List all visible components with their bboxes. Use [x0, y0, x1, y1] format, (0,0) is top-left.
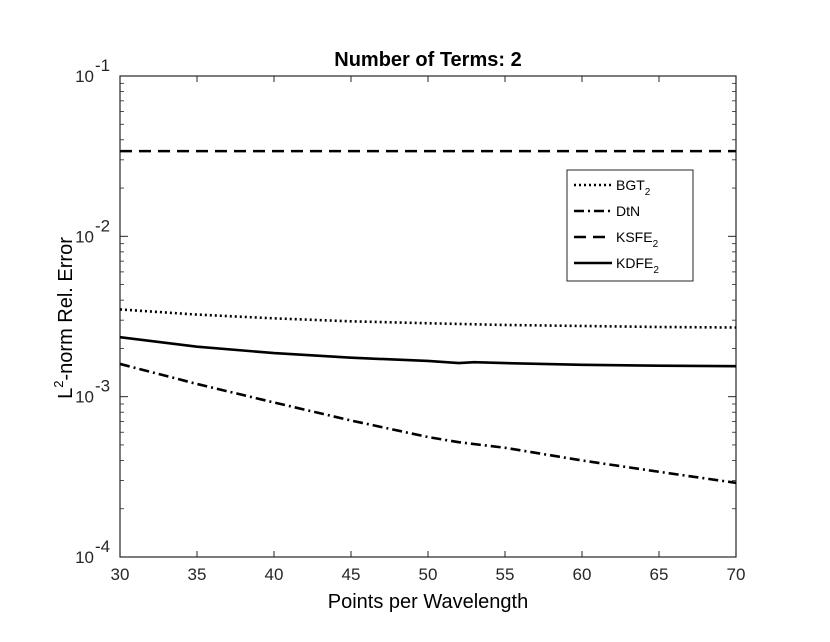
y-tick-exponent: -3 — [95, 377, 110, 396]
x-axis-title: Points per Wavelength — [328, 591, 528, 613]
x-tick-label: 65 — [650, 565, 669, 584]
y-axis-title-main: -norm Rel. Error — [55, 237, 77, 381]
x-tick-label: 50 — [419, 565, 438, 584]
y-tick-exponent: -2 — [95, 216, 110, 235]
legend-label-kdfe: KDFE2 — [616, 255, 659, 276]
x-tick-label: 45 — [342, 565, 361, 584]
y-tick-label: 10 — [75, 67, 94, 86]
y-tick-exponent: -1 — [95, 56, 110, 75]
legend-label-dtn: DtN — [616, 203, 640, 219]
y-axis-title-superscript: 2 — [51, 381, 66, 388]
x-tick-label: 70 — [727, 565, 746, 584]
series-lines — [119, 149, 737, 485]
x-tick-label: 30 — [111, 565, 130, 584]
legend-label-ksfe: KSFE2 — [616, 229, 659, 250]
y-tick-label: 10 — [75, 388, 94, 407]
x-axis: 30 35 40 45 50 55 60 65 70 — [111, 76, 746, 584]
x-tick-label: 60 — [573, 565, 592, 584]
legend: BGT2 DtN KSFE2 KDFE2 — [566, 169, 694, 282]
x-tick-label: 40 — [265, 565, 284, 584]
y-axis-title: L2-norm Rel. Error — [51, 237, 77, 399]
legend-label-bgt: BGT2 — [616, 177, 651, 198]
y-tick-exponent: -4 — [95, 537, 110, 556]
x-tick-label: 55 — [496, 565, 515, 584]
x-tick-label: 35 — [188, 565, 207, 584]
series-line-kdfe — [119, 335, 737, 368]
y-tick-label: 10 — [75, 548, 94, 567]
y-tick-label: 10 — [75, 227, 94, 246]
y-axis: 10-410-310-210-1 — [75, 56, 736, 567]
plot-area — [119, 75, 737, 558]
chart-title: Number of Terms: 2 — [334, 49, 521, 71]
y-axis-title-prefix: L — [55, 388, 77, 399]
